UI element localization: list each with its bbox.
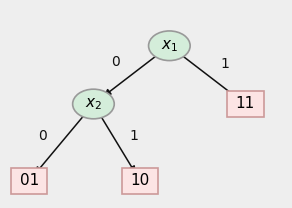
Text: $x_1$: $x_1$ [161, 38, 178, 54]
Text: 1: 1 [129, 129, 138, 143]
Text: 10: 10 [131, 173, 150, 188]
Text: 11: 11 [236, 97, 255, 111]
FancyBboxPatch shape [11, 168, 47, 194]
Circle shape [149, 31, 190, 61]
Text: $x_2$: $x_2$ [85, 96, 102, 112]
FancyBboxPatch shape [227, 91, 263, 117]
Text: 1: 1 [220, 57, 230, 71]
Text: 0: 0 [38, 129, 47, 143]
Text: 0: 0 [111, 55, 120, 69]
Text: 01: 01 [20, 173, 39, 188]
FancyBboxPatch shape [122, 168, 158, 194]
Circle shape [73, 89, 114, 119]
